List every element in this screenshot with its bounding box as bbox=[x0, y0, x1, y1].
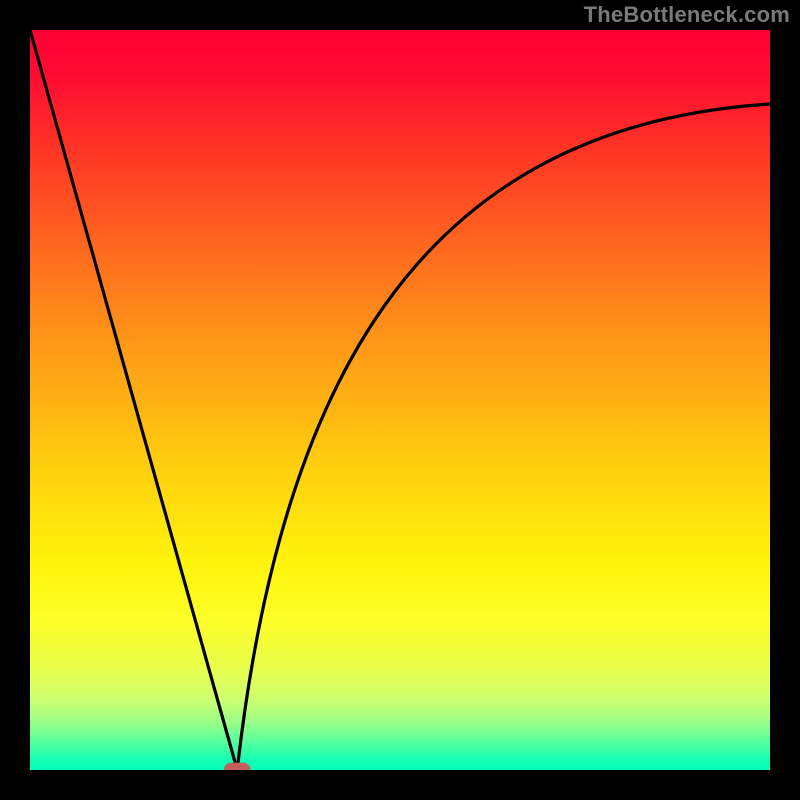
chart-container: TheBottleneck.com bbox=[0, 0, 800, 800]
watermark-text: TheBottleneck.com bbox=[584, 2, 790, 28]
plot-background bbox=[30, 30, 770, 770]
bottleneck-curve-chart bbox=[0, 0, 800, 800]
